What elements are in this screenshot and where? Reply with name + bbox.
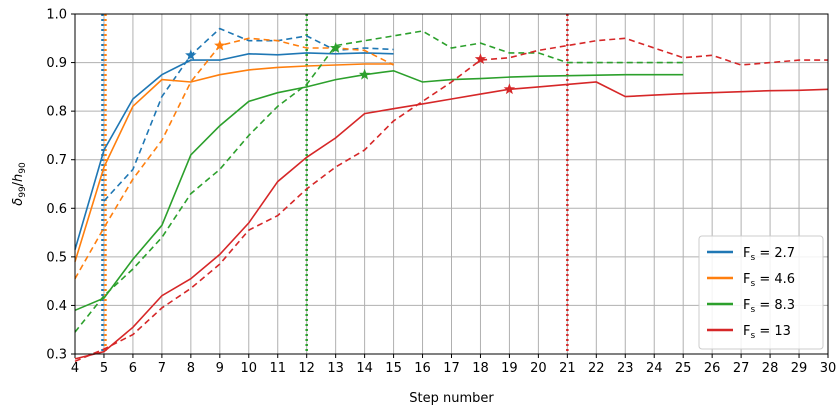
- y-tick-label: 0.3: [46, 348, 67, 363]
- series-line-solid: [74, 63, 394, 262]
- x-tick-label: 11: [269, 361, 286, 376]
- y-axis-label-sub: 99: [18, 186, 28, 198]
- series-line-dashed: [74, 30, 684, 333]
- legend: Fs = 2.7 Fs = 4.6 Fs = 8.3 Fs = 13: [698, 235, 824, 350]
- x-tick-label: 18: [472, 361, 489, 376]
- series-line-dashed: [74, 37, 394, 280]
- legend-label: Fs = 2.7: [743, 246, 795, 263]
- x-tick-label: 20: [530, 361, 547, 376]
- y-tick-label: 0.4: [46, 299, 67, 314]
- legend-label: Fs = 4.6: [743, 272, 795, 289]
- star-marker: [474, 53, 487, 64]
- series-lines: [74, 27, 829, 363]
- x-tick-label: 29: [791, 361, 808, 376]
- star-marker: [503, 83, 516, 95]
- x-tick-label: 6: [129, 361, 137, 376]
- y-axis-label: δ99/h90: [11, 162, 28, 206]
- marker-lines: [101, 14, 569, 354]
- x-tick-label: 16: [414, 361, 431, 376]
- x-tick-label: 19: [501, 361, 518, 376]
- y-tick-label: 0.7: [46, 153, 67, 168]
- x-tick-label: 24: [646, 361, 663, 376]
- x-tick-label: 17: [443, 361, 460, 376]
- x-tick-label: 4: [71, 361, 79, 376]
- y-axis-label-main2: h: [11, 174, 26, 182]
- x-tick-label: 22: [588, 361, 605, 376]
- legend-label: Fs = 8.3: [743, 298, 795, 315]
- y-tick-label: 0.5: [46, 250, 67, 265]
- star-marker: [358, 68, 371, 80]
- star-marker: [185, 49, 197, 61]
- x-tick-label: 23: [617, 361, 634, 376]
- legend-label: Fs = 13: [743, 324, 791, 341]
- x-tick-label: 12: [298, 361, 315, 376]
- x-tick-label: 7: [158, 361, 166, 376]
- y-tick-label: 1.0: [46, 8, 67, 23]
- x-tick-label: 28: [762, 361, 779, 376]
- series-line-solid: [74, 69, 684, 312]
- y-tick-label: 0.9: [46, 56, 67, 71]
- x-tick-label: 8: [187, 361, 195, 376]
- star-marker: [329, 42, 342, 53]
- x-tick-label: 9: [216, 361, 224, 376]
- star-marker: [214, 39, 226, 51]
- series-line-solid: [74, 52, 394, 250]
- x-axis-ticks: 4 5 6 7 8 9 10 11 12 13 14 15 16 17 18 19 20 21 22 23 24 25 26…: [71, 354, 836, 376]
- x-tick-label: 10: [240, 361, 257, 376]
- star-markers: [185, 39, 516, 95]
- x-tick-label: 21: [559, 361, 576, 376]
- x-tick-label: 14: [356, 361, 373, 376]
- x-tick-label: 30: [820, 361, 837, 376]
- x-tick-label: 26: [704, 361, 721, 376]
- x-tick-label: 13: [327, 361, 344, 376]
- series-line-solid: [74, 81, 829, 360]
- x-tick-label: 27: [733, 361, 750, 376]
- x-tick-label: 15: [385, 361, 402, 376]
- y-tick-label: 0.6: [46, 202, 67, 217]
- y-axis-label-sep: /: [11, 181, 26, 186]
- x-tick-label: 5: [100, 361, 108, 376]
- y-tick-label: 0.8: [46, 105, 67, 120]
- y-axis-ticks: 0.3 0.4 0.5 0.6 0.7 0.8 0.9 1.0: [46, 8, 75, 363]
- legend-box: [698, 235, 824, 350]
- x-tick-label: 25: [675, 361, 692, 376]
- series-line-dashed: [74, 37, 828, 363]
- x-axis-label: Step number: [409, 391, 494, 406]
- y-axis-label-main: δ: [11, 198, 26, 206]
- y-axis-label-sub2: 90: [18, 162, 28, 174]
